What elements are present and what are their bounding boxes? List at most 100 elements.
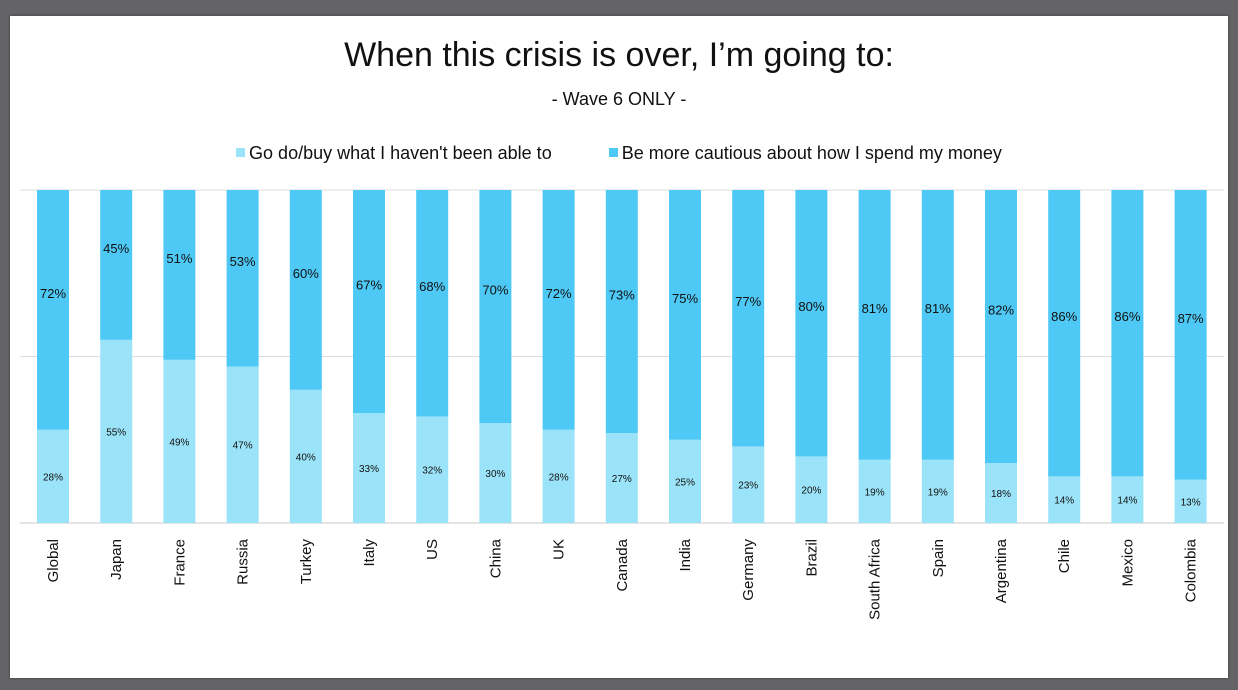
bar-go-do (669, 439, 701, 523)
data-label: 32% (422, 466, 442, 477)
bar-go-do (858, 459, 891, 523)
chart-title: When this crisis is over, I’m going to: (344, 36, 894, 74)
category-label: Germany (740, 539, 757, 601)
category-label: Russia (235, 538, 252, 585)
category-label: Chile (1056, 539, 1073, 573)
category-label: Brazil (803, 539, 820, 577)
data-label: 60% (293, 266, 319, 281)
bar-go-do (353, 413, 385, 523)
bar-cautious (353, 190, 385, 414)
data-label: 75% (672, 291, 698, 306)
category-label: UK (551, 539, 568, 560)
bar-cautious (100, 190, 133, 340)
category-label: Turkey (298, 539, 315, 585)
category-label: France (171, 539, 188, 586)
category-label: US (424, 539, 441, 560)
data-label: 28% (549, 472, 569, 483)
legend-label-go-do: Go do/buy what I haven't been able to (249, 143, 552, 163)
bar-go-do (416, 416, 449, 523)
bar-go-do (921, 459, 954, 523)
category-label: South Africa (867, 538, 884, 620)
bar-go-do (226, 366, 259, 523)
bar-go-do (795, 456, 828, 523)
data-label: 28% (43, 472, 63, 483)
bar-go-do (163, 359, 196, 523)
data-label: 45% (103, 241, 129, 256)
bar-cautious (37, 190, 69, 430)
bar-cautious (226, 190, 259, 367)
bar-go-do (37, 429, 69, 523)
legend: Go do/buy what I haven't been able to Be… (10, 143, 1228, 164)
data-label: 53% (230, 254, 256, 269)
data-label: 13% (1181, 497, 1201, 508)
bar-go-do (1174, 479, 1207, 523)
data-label: 67% (356, 278, 382, 293)
category-label: India (677, 538, 694, 571)
bar-cautious (479, 190, 512, 424)
category-label: China (487, 538, 504, 578)
slide: When this crisis is over, I’m going to: … (10, 16, 1228, 678)
data-label: 86% (1051, 309, 1077, 324)
bar-cautious (985, 190, 1017, 464)
bar-go-do (542, 429, 575, 523)
data-label: 25% (675, 477, 695, 488)
bar-go-do (605, 433, 638, 523)
legend-swatch-cautious (608, 148, 618, 157)
legend-item-go-do: Go do/buy what I haven't been able to (236, 143, 552, 164)
data-label: 87% (1178, 311, 1204, 326)
data-label: 49% (169, 437, 189, 448)
category-label: Spain (930, 539, 947, 577)
bar-go-do (1048, 476, 1081, 523)
data-label: 19% (928, 487, 948, 498)
data-label: 27% (612, 474, 632, 485)
data-label: 20% (801, 486, 821, 497)
legend-label-cautious: Be more cautious about how I spend my mo… (621, 143, 1002, 163)
bar-cautious (163, 190, 196, 360)
data-label: 40% (296, 452, 316, 463)
data-label: 30% (485, 469, 505, 480)
bar-cautious (795, 190, 828, 457)
data-label: 81% (862, 301, 888, 316)
bar-go-do (1111, 476, 1144, 523)
data-label: 72% (40, 286, 66, 301)
bar-cautious (605, 190, 638, 434)
bar-cautious (1174, 190, 1207, 480)
data-label: 82% (988, 303, 1014, 318)
data-label: 72% (546, 286, 572, 301)
bar-cautious (1111, 190, 1144, 477)
category-label: Global (45, 539, 62, 582)
bar-cautious (732, 190, 765, 447)
bar-go-do (479, 423, 512, 523)
data-label: 19% (865, 487, 885, 498)
data-label: 47% (233, 441, 253, 452)
bar-go-do (732, 446, 765, 523)
bar-go-do (100, 339, 133, 523)
chart-subtitle: - Wave 6 ONLY - (551, 89, 687, 109)
data-label: 81% (925, 301, 951, 316)
legend-item-cautious: Be more cautious about how I spend my mo… (608, 143, 1002, 164)
bar-cautious (542, 190, 575, 430)
data-label: 14% (1054, 496, 1074, 507)
bar-cautious (669, 190, 701, 440)
data-label: 18% (991, 489, 1011, 500)
bar-cautious (858, 190, 891, 460)
data-label: 23% (738, 481, 758, 492)
data-label: 86% (1114, 309, 1140, 324)
data-label: 33% (359, 464, 379, 475)
bar-cautious (416, 190, 449, 417)
bar-cautious (289, 190, 322, 390)
category-label: Colombia (1183, 538, 1200, 602)
data-label: 77% (735, 294, 761, 309)
data-label: 73% (609, 288, 635, 303)
category-label: Mexico (1119, 539, 1136, 587)
bar-cautious (1048, 190, 1081, 477)
bar-go-do (985, 463, 1017, 523)
data-label: 14% (1117, 496, 1137, 507)
data-label: 70% (482, 283, 508, 298)
category-label: Argentina (993, 538, 1010, 603)
bar-cautious (921, 190, 954, 460)
category-label: Japan (108, 539, 125, 580)
stacked-bar-chart: 28% 72% Global 55% 45% Japan 49% 51% France 47% 53… (20, 189, 1224, 620)
data-label: 68% (419, 279, 445, 294)
category-label: Italy (361, 539, 378, 567)
